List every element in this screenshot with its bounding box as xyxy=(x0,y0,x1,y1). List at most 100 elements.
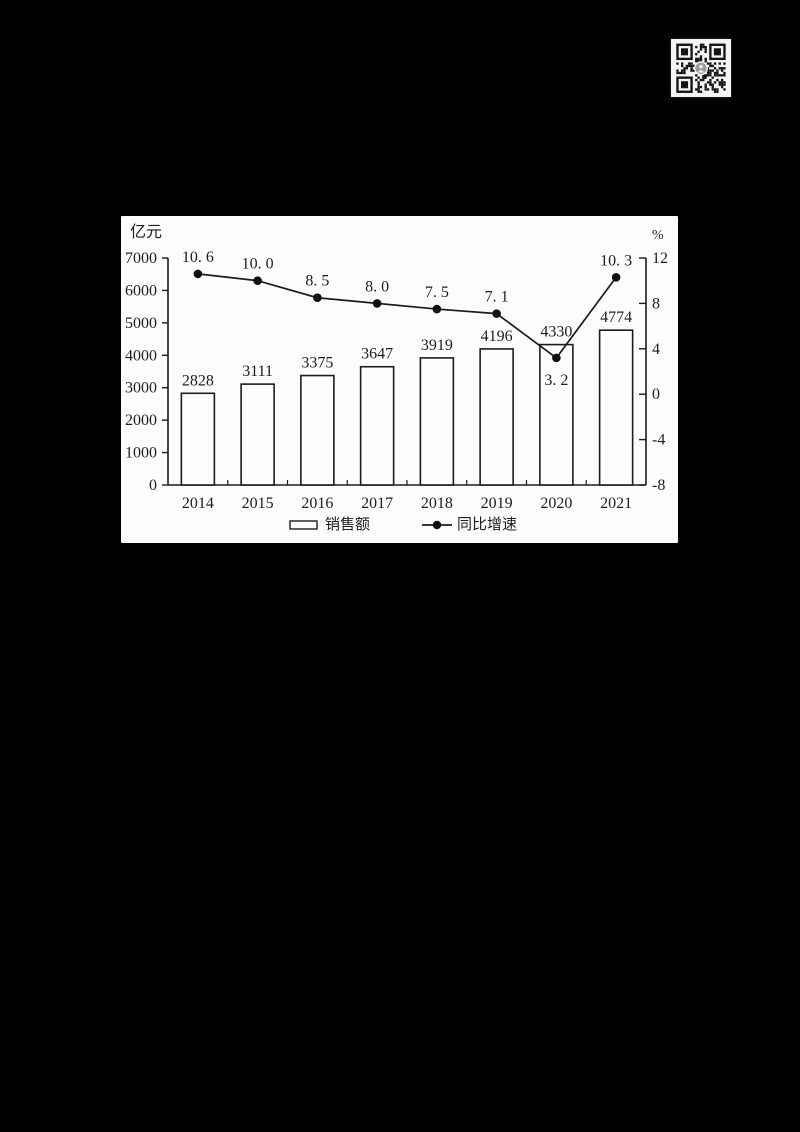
bar-value-label: 2828 xyxy=(182,372,214,389)
left-axis-tick-label: 4000 xyxy=(125,347,157,364)
qr-module xyxy=(704,76,707,79)
qr-module xyxy=(697,88,700,91)
line-point-2019 xyxy=(492,309,501,318)
qr-module xyxy=(713,81,717,84)
qr-module xyxy=(706,62,710,65)
qr-module xyxy=(709,74,712,77)
qr-module xyxy=(711,88,714,91)
bar-value-label: 4330 xyxy=(540,324,572,341)
qr-module xyxy=(709,71,712,75)
qr-module xyxy=(723,62,726,65)
bar-value-label: 3647 xyxy=(361,346,393,363)
qr-module xyxy=(723,71,726,75)
legend-label-growth: 同比增速 xyxy=(457,516,517,533)
qr-module xyxy=(681,62,684,65)
qr-code-image xyxy=(671,39,731,97)
qr-module xyxy=(723,74,726,77)
qr-module xyxy=(699,55,703,58)
qr-module xyxy=(681,69,684,72)
qr-module xyxy=(704,88,707,91)
line-value-label: 10. 0 xyxy=(242,256,274,273)
qr-module xyxy=(716,69,719,72)
qr-module xyxy=(695,60,698,63)
qr-module xyxy=(683,67,686,70)
qr-module xyxy=(697,83,700,86)
left-axis-tick-label: 7000 xyxy=(125,250,157,267)
qr-module xyxy=(723,67,726,70)
right-axis-tick-label: 4 xyxy=(652,341,660,358)
qr-module xyxy=(699,48,703,51)
x-axis-category-label: 2019 xyxy=(481,495,513,512)
qr-module xyxy=(697,90,700,93)
qr-module xyxy=(683,71,686,75)
qr-module xyxy=(699,78,703,82)
qr-module xyxy=(676,62,679,65)
qr-module xyxy=(713,90,717,93)
line-point-2014 xyxy=(193,269,203,279)
bar-value-label: 3111 xyxy=(242,363,273,380)
x-axis-category-label: 2021 xyxy=(600,495,632,512)
qr-module xyxy=(711,85,714,89)
bar-2014 xyxy=(180,392,216,486)
qr-module xyxy=(685,67,689,70)
line-point-2016 xyxy=(313,293,322,303)
qr-module xyxy=(702,78,705,82)
qr-module xyxy=(695,53,698,56)
qr-module xyxy=(709,62,712,65)
qr-module xyxy=(723,81,726,84)
qr-module xyxy=(697,60,700,63)
qr-module xyxy=(697,85,700,89)
x-axis-category-label: 2016 xyxy=(301,495,333,512)
qr-module xyxy=(706,81,710,84)
qr-module xyxy=(699,60,703,63)
qr-module xyxy=(723,83,726,86)
x-axis-category-label: 2014 xyxy=(182,495,214,512)
qr-module xyxy=(702,76,705,79)
right-axis-tick-label: -4 xyxy=(652,432,665,449)
qr-module xyxy=(709,81,712,84)
bar-2018 xyxy=(419,357,455,486)
qr-module xyxy=(706,67,710,70)
qr-module xyxy=(709,69,712,72)
line-value-label: 10. 3 xyxy=(600,252,632,269)
qr-module xyxy=(713,67,717,70)
line-point-2017 xyxy=(372,299,382,308)
qr-module xyxy=(718,62,721,65)
qr-module xyxy=(718,83,721,86)
qr-finder-core xyxy=(713,48,721,56)
qr-module xyxy=(676,71,679,75)
qr-module xyxy=(709,78,712,82)
qr-module xyxy=(690,62,693,65)
qr-module xyxy=(697,57,700,61)
bar-2019 xyxy=(479,348,514,486)
qr-module xyxy=(685,64,689,68)
qr-module xyxy=(711,76,714,79)
qr-module xyxy=(697,50,700,53)
qr-module xyxy=(697,76,700,79)
right-axis-tick-label: 12 xyxy=(652,250,668,267)
qr-module xyxy=(683,69,686,72)
left-axis-unit-label: 亿元 xyxy=(130,223,162,241)
qr-module xyxy=(688,64,691,68)
qr-module xyxy=(690,67,693,70)
qr-module xyxy=(676,69,679,72)
qr-module xyxy=(720,74,724,77)
line-value-label: 10. 6 xyxy=(182,249,214,266)
qr-code xyxy=(671,39,731,97)
qr-module xyxy=(704,60,707,63)
line-point-2020 xyxy=(552,353,561,363)
qr-module xyxy=(692,69,696,72)
qr-module xyxy=(713,88,717,91)
bar-2016 xyxy=(300,374,335,486)
qr-module xyxy=(720,85,724,89)
qr-module xyxy=(706,74,710,77)
qr-module xyxy=(706,88,710,91)
qr-module xyxy=(718,67,721,70)
qr-module xyxy=(681,71,684,75)
qr-module xyxy=(716,88,719,91)
qr-module xyxy=(702,45,705,49)
qr-module xyxy=(704,50,707,53)
qr-module xyxy=(716,71,719,75)
qr-module xyxy=(695,57,698,61)
